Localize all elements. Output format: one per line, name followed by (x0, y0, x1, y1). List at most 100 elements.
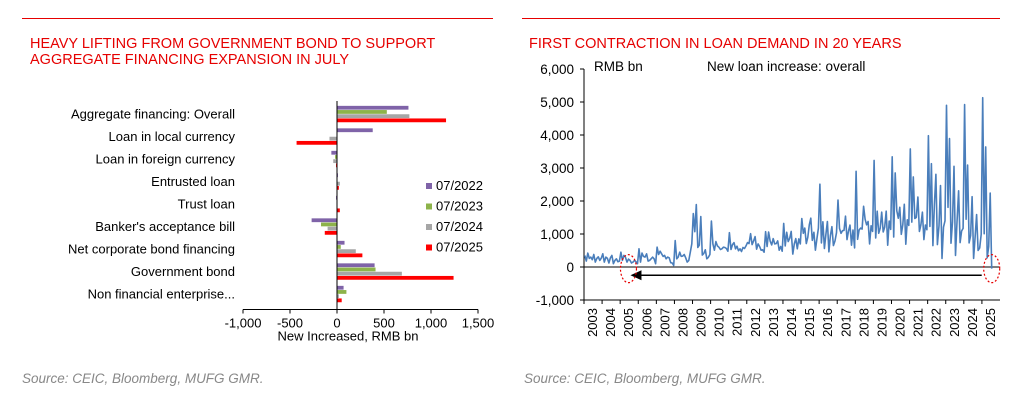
category-label: Non financial enterprise... (88, 286, 235, 301)
annotation-arrow-head (630, 270, 642, 281)
category-label: Net corporate bond financing (68, 241, 235, 256)
category-label: Loan in foreign currency (96, 151, 236, 166)
series-label: New loan increase: overall (707, 59, 865, 74)
x-tick-label: 2022 (929, 308, 944, 337)
x-tick-label: 1,000 (415, 316, 448, 331)
x-tick-label: 2024 (965, 308, 980, 337)
bar (337, 249, 356, 254)
legend-swatch (426, 244, 432, 251)
left-source-note: Source: CEIC, Bloomberg, MUFG GMR. (22, 371, 264, 386)
category-label: Government bond (131, 264, 235, 279)
bar (337, 253, 363, 258)
x-tick-label: 2015 (802, 308, 817, 337)
unit-label: RMB bn (594, 59, 643, 74)
bar (296, 140, 337, 145)
y-tick-label: 0 (566, 260, 574, 275)
y-tick-label: -1,000 (536, 293, 574, 308)
bar (337, 245, 341, 249)
x-tick-label: 2005 (621, 308, 636, 337)
y-tick-label: 6,000 (540, 62, 574, 77)
bar (337, 267, 376, 272)
y-tick-label: 2,000 (540, 194, 574, 209)
bar (337, 285, 344, 290)
bar (337, 128, 373, 133)
x-tick-label: 2009 (694, 308, 709, 337)
right-panel: FIRST CONTRACTION IN LOAN DEMAND IN 20 Y… (500, 0, 1022, 408)
right-chart-title: FIRST CONTRACTION IN LOAN DEMAND IN 20 Y… (529, 36, 902, 52)
bar (333, 159, 337, 164)
category-label: Entrusted loan (151, 174, 235, 189)
x-tick-label: 2017 (838, 308, 853, 337)
bar (324, 230, 337, 235)
legend-swatch (426, 203, 432, 210)
category-label: Banker's acceptance bill (95, 219, 235, 234)
x-tick-label: 2016 (820, 308, 835, 337)
bar (327, 226, 337, 231)
highlight-circle-2005 (619, 254, 638, 284)
legend-swatch (426, 224, 432, 230)
y-tick-label: 4,000 (540, 128, 574, 143)
x-tick-label: 1,500 (462, 316, 495, 331)
x-axis-title: New Increased, RMB bn (278, 329, 419, 344)
right-line-chart: 6,000 5,000 4,000 3,000 2,000 1,000 0 -1,000 200… (536, 59, 1001, 337)
bar (337, 240, 345, 245)
bar (335, 155, 337, 159)
category-label: Loan in local currency (109, 129, 236, 144)
left-title-rule (22, 18, 493, 19)
legend-label: 07/2025 (436, 240, 483, 255)
x-tick-label: 2010 (712, 308, 727, 337)
bar (337, 114, 410, 119)
bar (329, 136, 337, 141)
legend-label: 07/2023 (436, 199, 483, 214)
left-chart-title: HEAVY LIFTING FROM GOVERNMENT BOND TO SU… (30, 36, 435, 68)
x-tick-label: 2012 (748, 308, 763, 337)
bar (337, 271, 402, 276)
bar (337, 290, 347, 294)
x-tick-label: 2019 (874, 308, 889, 337)
y-tick-label: 5,000 (540, 95, 574, 110)
bar (311, 218, 337, 223)
x-tick-label: 2018 (856, 308, 871, 337)
x-tick-label: 2007 (657, 308, 672, 337)
x-tick-label: 2025 (983, 308, 998, 337)
x-tick-label: 500 (373, 316, 395, 331)
legend-label: 07/2022 (436, 178, 483, 193)
left-panel: HEAVY LIFTING FROM GOVERNMENT BOND TO SU… (0, 0, 500, 408)
x-tick-label: 2014 (784, 308, 799, 337)
left-bar-chart: Aggregate financing: Overall Loan in loca… (68, 101, 495, 344)
x-tick-label: 2020 (893, 308, 908, 337)
x-tick-label: 2006 (639, 308, 654, 337)
y-tick-label: 1,000 (540, 227, 574, 242)
x-tick-label: 2008 (675, 308, 690, 337)
loan-series-line (584, 96, 993, 269)
x-tick-label: -500 (277, 316, 303, 331)
x-tick-label: -1,000 (225, 316, 262, 331)
bar (337, 110, 387, 114)
bar (337, 105, 409, 110)
legend-label: 07/2024 (436, 219, 483, 234)
bar (331, 150, 337, 155)
bar (321, 222, 337, 227)
bar (337, 208, 340, 213)
x-tick-label: 0 (333, 316, 340, 331)
right-title-rule (522, 18, 1000, 19)
bar (337, 298, 342, 303)
bar (337, 181, 340, 186)
bar (337, 263, 375, 268)
bar (337, 275, 454, 280)
right-source-note: Source: CEIC, Bloomberg, MUFG GMR. (524, 371, 766, 386)
category-label: Trust loan (178, 196, 235, 211)
bar (337, 118, 447, 123)
x-tick-label: 2021 (911, 308, 926, 337)
legend-swatch (426, 183, 432, 189)
x-tick-label: 2003 (585, 308, 600, 337)
bar (337, 185, 339, 190)
bar (337, 294, 339, 299)
category-label: Aggregate financing: Overall (71, 106, 235, 121)
highlight-circle-2025 (983, 254, 1001, 284)
x-tick-label: 2023 (947, 308, 962, 337)
y-tick-label: 3,000 (540, 161, 574, 176)
x-tick-label: 2004 (603, 308, 618, 337)
x-tick-label: 2011 (730, 308, 745, 336)
x-tick-label: 2013 (766, 308, 781, 337)
